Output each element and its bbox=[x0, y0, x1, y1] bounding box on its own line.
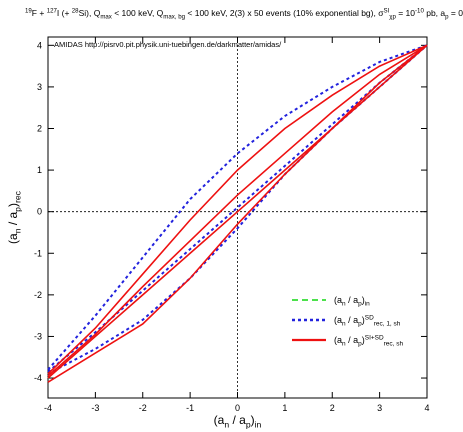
text-part: / a bbox=[346, 295, 359, 305]
text-part: < 100 keV, Q bbox=[112, 8, 164, 18]
text-part: ) bbox=[6, 203, 20, 207]
text-part: ) bbox=[362, 315, 365, 325]
text-part: (a bbox=[6, 233, 20, 244]
text-part: -10 bbox=[415, 8, 424, 15]
text-part: 19 bbox=[25, 8, 32, 15]
text-part: n bbox=[13, 228, 23, 233]
x-tick-label: 1 bbox=[282, 403, 287, 413]
text-part: (a bbox=[334, 335, 342, 345]
text-part: / a bbox=[6, 211, 20, 228]
legend-label: (an / ap)SDrec, 1, sh bbox=[334, 314, 401, 327]
text-part: SI bbox=[383, 8, 389, 15]
y-tick-label: 0 bbox=[37, 207, 42, 217]
text-part: p bbox=[445, 14, 449, 21]
x-tick-label: 4 bbox=[424, 403, 429, 413]
x-tick-label: -3 bbox=[91, 403, 99, 413]
annotation: AMIDAS http://pisrv0.pit.physik.uni-tueb… bbox=[54, 40, 282, 49]
x-tick-label: -4 bbox=[44, 403, 52, 413]
legend-label: (an / ap)in bbox=[334, 295, 370, 308]
y-tick-label: -3 bbox=[34, 331, 42, 341]
legend-label: (an / ap)SI+SDrec, sh bbox=[334, 334, 403, 347]
text-part: / a bbox=[229, 413, 246, 427]
text-part: p bbox=[358, 301, 362, 308]
text-part: = 10 bbox=[396, 8, 415, 18]
text-part: / a bbox=[346, 315, 359, 325]
text-part: F + bbox=[32, 8, 47, 18]
x-tick-label: 2 bbox=[330, 403, 335, 413]
chart-title: 19F + 127I (+ 28Si), Qmax < 100 keV, Qma… bbox=[25, 8, 463, 21]
text-part: < 100 keV, 2(3) x 50 events (10% exponen… bbox=[185, 8, 384, 18]
y-axis-label: (an / ap)rec bbox=[6, 190, 23, 244]
x-axis-label: (an / ap)in bbox=[214, 413, 262, 430]
text-part: rec, 1, sh bbox=[374, 321, 401, 328]
text-part: = 0.1, m bbox=[449, 8, 463, 18]
text-part: SD bbox=[365, 314, 374, 321]
text-part: ) bbox=[362, 295, 365, 305]
x-tick-label: -1 bbox=[186, 403, 194, 413]
text-part: p bbox=[13, 207, 23, 212]
text-part: SI+SD bbox=[365, 334, 384, 341]
text-part: 127 bbox=[47, 8, 58, 15]
x-tick-label: -2 bbox=[139, 403, 147, 413]
text-part: max bbox=[100, 14, 112, 21]
text-part: (a bbox=[334, 295, 342, 305]
text-part: n bbox=[342, 301, 346, 308]
text-part: in bbox=[365, 301, 370, 308]
y-tick-label: -1 bbox=[34, 248, 42, 258]
text-part: p bbox=[358, 321, 362, 328]
y-tick-label: -2 bbox=[34, 290, 42, 300]
y-tick-label: 2 bbox=[37, 123, 42, 133]
text-part: 28 bbox=[72, 8, 79, 15]
text-part: ) bbox=[362, 335, 365, 345]
y-tick-label: -4 bbox=[34, 373, 42, 383]
text-part: / a bbox=[346, 335, 359, 345]
text-part: n bbox=[342, 341, 346, 348]
text-part: n bbox=[224, 420, 229, 430]
y-tick-label: 1 bbox=[37, 165, 42, 175]
text-part: p bbox=[246, 420, 251, 430]
y-tick-label: 4 bbox=[37, 40, 42, 50]
text-part: (a bbox=[214, 413, 225, 427]
series-line bbox=[47, 44, 428, 379]
text-part: rec bbox=[13, 190, 23, 203]
series-line bbox=[47, 44, 428, 383]
series-line bbox=[47, 44, 428, 371]
text-part: I (+ bbox=[57, 8, 72, 18]
text-part: in bbox=[255, 420, 262, 430]
x-tick-label: 3 bbox=[377, 403, 382, 413]
text-part: χp bbox=[389, 14, 396, 21]
text-part: n bbox=[342, 321, 346, 328]
text-part: max, bg bbox=[163, 14, 185, 21]
text-part: rec, sh bbox=[384, 341, 404, 348]
y-tick-label: 3 bbox=[37, 82, 42, 92]
series-line bbox=[47, 44, 428, 377]
text-part: ) bbox=[251, 413, 255, 427]
text-part: Si), Q bbox=[79, 8, 101, 18]
text-part: (a bbox=[334, 315, 342, 325]
series-line bbox=[47, 44, 428, 375]
text-part: p bbox=[358, 341, 362, 348]
x-tick-label: 0 bbox=[235, 403, 240, 413]
text-part: pb, a bbox=[424, 8, 446, 18]
